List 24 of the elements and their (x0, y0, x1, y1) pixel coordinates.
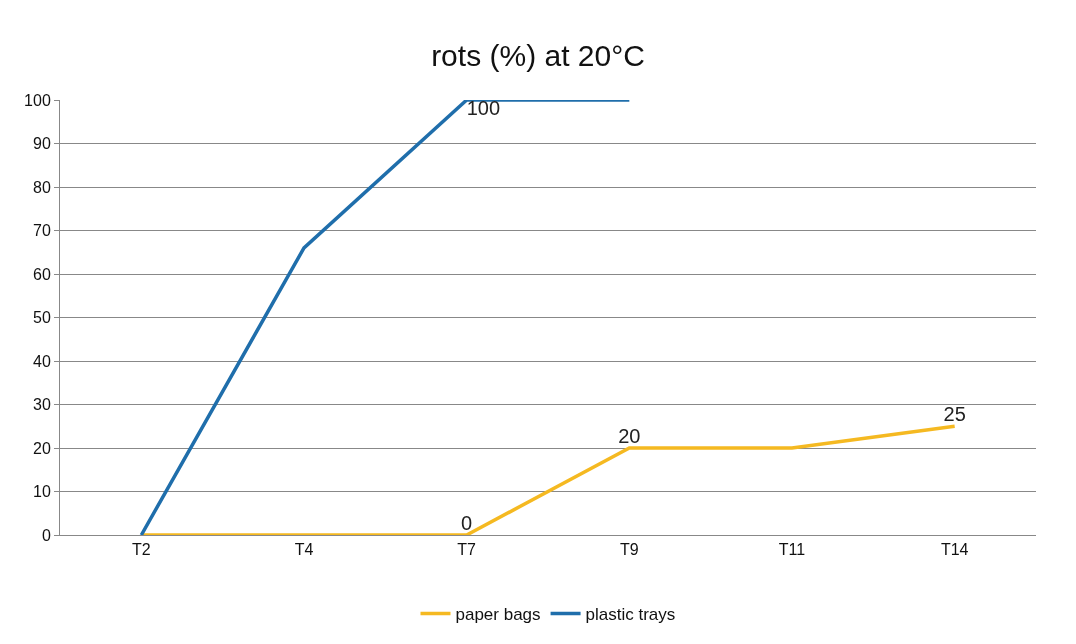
legend-label: plastic trays (585, 605, 676, 625)
chart-title: rots (%) at 20°C (431, 39, 645, 73)
y-tick-label: 100 (24, 91, 51, 109)
data-label: 0 (461, 512, 473, 534)
x-tick-label: T11 (778, 541, 806, 559)
y-tick-label: 0 (41, 526, 51, 544)
y-tick-label: 70 (33, 222, 51, 240)
data-label: 20 (618, 425, 641, 447)
x-tick-label: T9 (619, 541, 639, 559)
data-label: 25 (943, 403, 966, 426)
y-tick-label: 30 (33, 396, 51, 414)
x-tick-label: T2 (131, 541, 151, 559)
x-tick-label: T14 (940, 541, 969, 559)
y-tick-label: 50 (33, 309, 51, 327)
x-tick-label: T4 (294, 541, 314, 559)
y-tick-label: 90 (33, 135, 51, 153)
x-tick-label: T7 (457, 541, 477, 559)
y-tick-label: 20 (33, 439, 51, 457)
y-tick-label: 40 (33, 352, 51, 370)
y-tick-label: 80 (33, 178, 51, 196)
data-label: 100 (466, 97, 501, 119)
y-tick-label: 60 (33, 265, 51, 283)
legend-label: paper bags (455, 605, 541, 625)
y-tick-label: 10 (33, 483, 51, 501)
